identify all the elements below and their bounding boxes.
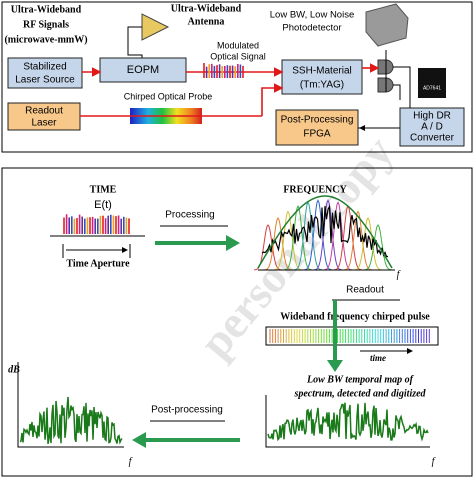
- label: Stabilized: [23, 62, 66, 73]
- label: Converter: [410, 133, 455, 144]
- eopm-box: [99, 57, 187, 83]
- trace: [267, 402, 429, 442]
- label: E(t): [94, 199, 112, 211]
- adc-box: [399, 107, 465, 147]
- band: [263, 217, 293, 271]
- band: [323, 201, 353, 271]
- label: Wideband frequency chirped pulse: [280, 311, 430, 322]
- band: [363, 224, 393, 271]
- result-trace: [19, 396, 123, 445]
- arrow-head: [132, 432, 146, 448]
- band: [283, 204, 313, 271]
- band: [303, 199, 333, 271]
- aperture-bounds: [62, 244, 131, 258]
- band: [313, 199, 343, 271]
- label: FPGA: [303, 129, 331, 140]
- label: Antenna: [188, 16, 225, 27]
- photodetector-device: [365, 3, 409, 47]
- time-pulses: [63, 214, 130, 234]
- label: Modulated: [217, 40, 259, 50]
- label: AD7641: [423, 85, 441, 91]
- label: High DR: [413, 111, 451, 122]
- label: time: [370, 353, 386, 363]
- optical-paths: [80, 50, 411, 131]
- ssh-box: [281, 59, 363, 95]
- top-panel: [1, 1, 473, 153]
- label: SSH-Material: [292, 66, 351, 77]
- chip: [418, 68, 446, 98]
- arrow-head: [327, 360, 343, 372]
- label: FREQUENCY: [283, 184, 347, 195]
- label: f: [432, 456, 436, 467]
- label: Photodetector: [282, 23, 341, 34]
- envelope: [257, 195, 393, 269]
- label: Chirped Optical Probe: [124, 91, 213, 101]
- label: A / D: [421, 122, 443, 133]
- label: spectrum, detected and digitized: [293, 388, 426, 399]
- label: Laser: [31, 118, 57, 129]
- label: Readout: [25, 106, 63, 117]
- label: RF Signals: [23, 19, 69, 30]
- wire: [127, 26, 143, 58]
- label: Time Aperture: [66, 258, 130, 269]
- arrow-head: [226, 235, 240, 251]
- band: [353, 217, 383, 271]
- label: f: [397, 269, 401, 280]
- label: f: [129, 456, 133, 467]
- label: Ultra-Wideband: [171, 3, 242, 14]
- bottom-panel: [1, 167, 473, 477]
- label: TIME: [90, 184, 117, 195]
- signal-lines: [358, 50, 411, 129]
- chirped-pulse: [265, 326, 439, 346]
- label: Laser Source: [15, 75, 75, 86]
- label: Ultra-Wideband: [11, 4, 82, 15]
- band: [343, 210, 373, 271]
- bottom-diagram: TIME E(t) Time Aperture Processing FREQU…: [8, 184, 439, 467]
- trace: [19, 396, 123, 445]
- laser-source-box: [7, 57, 83, 89]
- label: (microwave-mmW): [4, 34, 87, 45]
- readout-laser-box: [7, 102, 81, 131]
- label: (Tm:YAG): [300, 80, 344, 91]
- label: EOPM: [127, 64, 159, 76]
- spectrum: [253, 195, 393, 271]
- label: Processing: [165, 210, 214, 221]
- label: Readout: [346, 285, 384, 296]
- label: Low BW temporal map of: [306, 374, 415, 385]
- label: Optical Signal: [210, 51, 266, 61]
- label: Post-Processing: [281, 115, 354, 126]
- label: Post-processing: [151, 405, 223, 416]
- noisy-spectrum: [261, 204, 389, 258]
- axes: [17, 362, 124, 448]
- band: [273, 210, 303, 271]
- modulated-pulses: [203, 63, 244, 78]
- axes: [265, 395, 430, 448]
- temporal-map-trace: [267, 402, 429, 442]
- antenna: [141, 13, 170, 41]
- label: Low BW, Low Noise: [270, 10, 354, 21]
- top-diagram: Ultra-Wideband RF Signals (microwave-mmW…: [4, 3, 465, 147]
- label: dB: [8, 364, 20, 375]
